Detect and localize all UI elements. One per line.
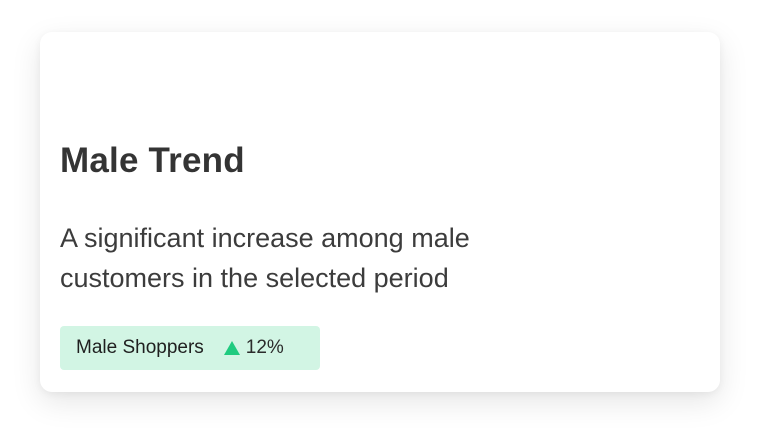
card-title: Male Trend xyxy=(60,141,245,180)
trend-badge: Male Shoppers 12% xyxy=(60,326,320,370)
card-description: A significant increase among male custom… xyxy=(60,223,470,293)
badge-label: Male Shoppers xyxy=(76,337,204,358)
triangle-up-icon xyxy=(223,341,240,355)
badge-trend: 12% xyxy=(223,337,284,359)
trend-value: 12% xyxy=(245,337,284,358)
trend-card: Male Trend A significant increase among … xyxy=(40,32,720,392)
